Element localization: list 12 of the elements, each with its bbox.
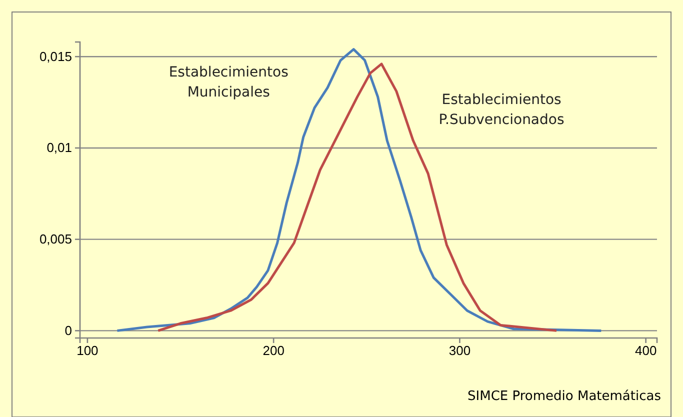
x-tick-label: 200 [262,343,284,358]
y-tick-label: 0,015 [39,48,72,64]
x-axis-title: SIMCE Promedio Matemáticas [468,389,662,404]
text: Establecimientos P.Subvencionados [438,92,564,128]
y-tick-label: 0 [64,322,72,338]
series-label: Establecimientos Municipales [168,64,288,100]
line-series [116,48,602,332]
x-tick-label: 100 [76,343,98,358]
y-tick-label: 0,01 [46,140,72,156]
y-tick-label: 0,005 [39,231,72,246]
x-tick-label: 300 [448,343,471,358]
x-tick-label: 400 [634,343,657,358]
